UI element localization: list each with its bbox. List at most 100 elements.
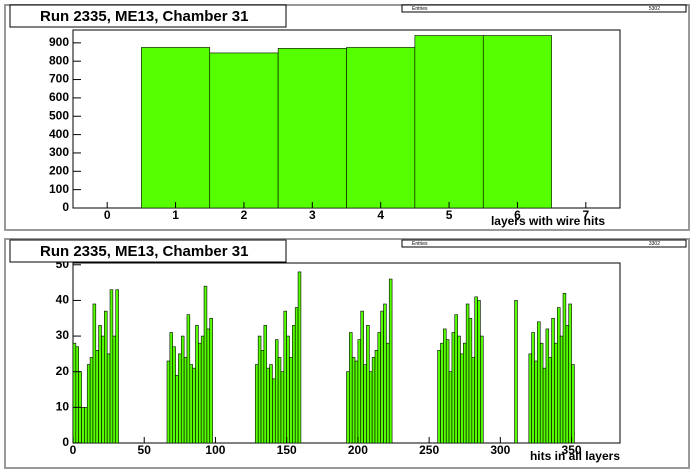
histogram-bar [531,332,535,444]
histogram-bar [257,335,262,444]
stats-value: 3302 [649,241,660,247]
histogram-bar [292,325,296,444]
histogram-bar [448,371,453,444]
histogram-bar [414,35,484,209]
y-tick-label: 20 [56,364,70,378]
histogram-bar [112,335,117,444]
histogram-bar [542,367,547,444]
y-tick-label: 300 [49,145,69,159]
y-tick-label: 700 [49,72,69,86]
histogram-bar [266,367,270,444]
histogram-bar [571,364,575,444]
x-tick-label: 4 [377,208,384,222]
histogram-bar [351,357,356,444]
histogram-bar [192,367,196,444]
histogram-bar [451,332,456,444]
histogram-bar [141,47,211,209]
y-tick-label: 10 [56,400,70,414]
histogram-bar [514,300,518,444]
stats-box [401,4,687,13]
histogram-bar [371,357,376,444]
histogram-bar [565,325,570,444]
stats-box [401,239,687,248]
histogram-bar [297,271,302,444]
histogram-bar [98,325,102,444]
histogram-bar [445,339,450,444]
histogram-bar [186,314,191,444]
x-tick-label: 1 [172,208,179,222]
histogram-bar [81,407,85,444]
histogram-bar [477,300,481,444]
x-tick-label: 0 [70,443,77,457]
histogram-bar [528,353,532,444]
histogram-bar [209,52,279,209]
histogram-bar [178,353,182,444]
y-tick-label: 30 [56,328,70,342]
histogram-bar [474,296,478,444]
y-tick-label: 0 [62,435,69,449]
histogram-bar [169,332,174,444]
chart-title: Run 2335, ME13, Chamber 31 [40,8,248,25]
histogram-bar [388,278,393,444]
x-tick-label: 100 [205,443,225,457]
histogram-bar [289,357,293,444]
y-tick-label: 800 [49,53,69,67]
histogram-bar [203,285,208,444]
stats-value: 5302 [649,6,660,12]
histogram-bar [195,325,199,444]
histogram-bar [537,321,541,444]
x-tick-label: 5 [446,208,453,222]
histogram-bar [84,407,88,444]
x-tick-label: 350 [562,443,582,457]
x-tick-label: 7 [582,208,589,222]
y-tick-label: 100 [49,182,69,196]
stats-label: Entries [412,241,428,247]
histogram-bar [180,335,185,444]
histogram-bar [166,360,171,444]
histogram-bar [272,378,276,444]
histogram-bar [198,342,202,444]
histogram-bar [189,364,193,444]
histogram-bar [92,303,97,444]
x-tick-label: 0 [104,208,111,222]
histogram-bar [255,364,259,444]
x-axis-label: layers with wire hits [491,214,605,228]
histogram-bar [75,346,79,444]
histogram-bar [366,325,370,444]
histogram-bar [101,335,105,444]
histogram-bar [460,353,464,444]
histogram-bar [354,360,359,444]
histogram-bar [349,332,353,444]
y-tick-label: 600 [49,90,69,104]
histogram-bar [346,371,350,444]
histogram-bar [374,350,379,444]
histogram-bar [465,303,470,444]
stats-label: Entries [412,6,428,12]
histogram-bar [539,342,544,444]
y-tick-label: 40 [56,293,70,307]
histogram-bar [380,310,384,444]
histogram-bar [200,335,205,444]
histogram-bar [183,357,188,444]
histogram-bar [437,350,441,444]
x-axis-label: hits in all layers [530,449,620,463]
histogram-bar [357,339,362,444]
histogram-bar [277,48,347,209]
x-tick-label: 50 [138,443,152,457]
histogram-bar [360,310,364,444]
histogram-bar [482,35,552,209]
histogram-bar [559,335,564,444]
histogram-bar [286,335,290,444]
histogram-bar [440,342,444,444]
histogram-bar [172,346,176,444]
x-tick-label: 6 [514,208,521,222]
histogram-bar [463,342,467,444]
histogram-bar [95,350,99,444]
y-tick-label: 400 [49,127,69,141]
histogram-bar [269,364,273,444]
histogram-bar [443,328,447,444]
x-tick-label: 300 [490,443,510,457]
y-tick-label: 500 [49,108,69,122]
histogram-bar [206,328,211,444]
x-tick-label: 250 [419,443,439,457]
